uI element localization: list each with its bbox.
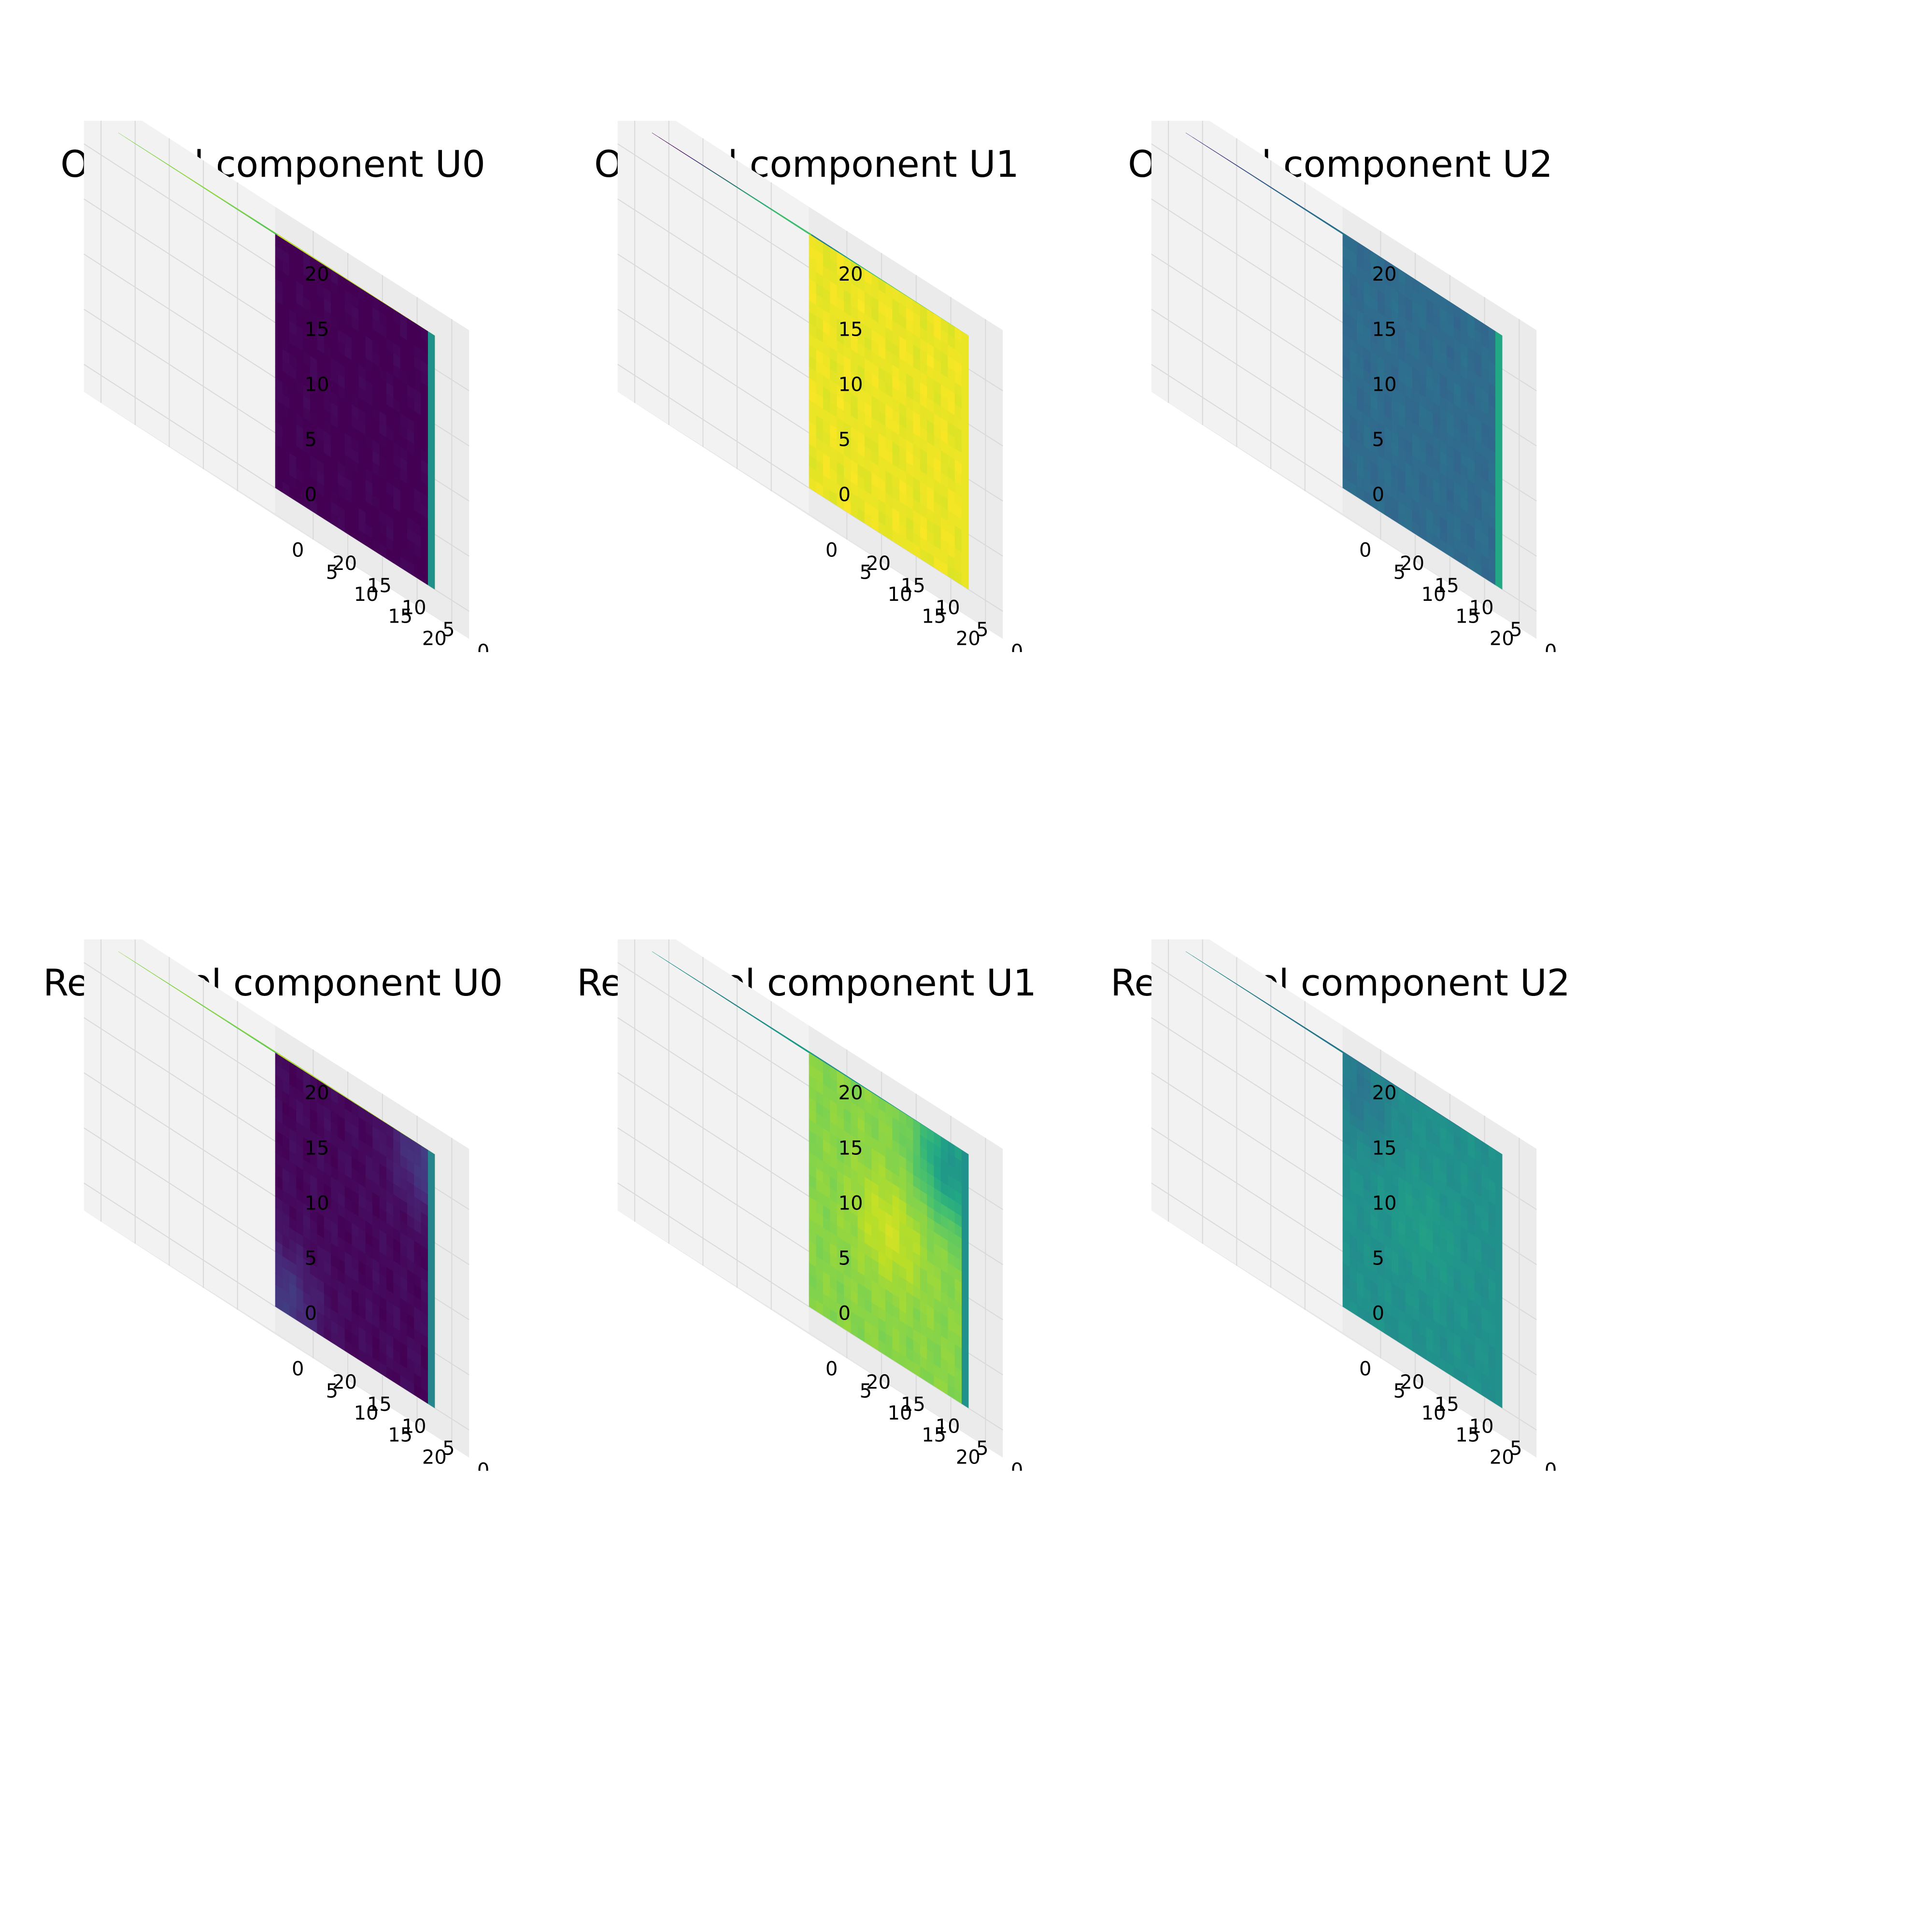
floor-pane xyxy=(1151,392,1537,639)
grid-line xyxy=(1151,364,1343,488)
z-tick-label: 15 xyxy=(305,318,329,341)
grid-line xyxy=(617,364,809,488)
z-tick-label: 0 xyxy=(1372,484,1384,506)
y-tick-label: 0 xyxy=(1011,641,1023,652)
grid-line xyxy=(617,143,809,268)
back-pane-y xyxy=(1151,121,1343,516)
y-tick-label: 5 xyxy=(1510,619,1522,641)
back-pane-y xyxy=(84,121,275,516)
y-tick-label: 10 xyxy=(936,597,960,619)
z-tick-label: 5 xyxy=(838,429,851,451)
z-tick-label: 0 xyxy=(305,484,317,506)
y-tick-label: 5 xyxy=(976,619,988,641)
x-tick-label: 5 xyxy=(860,561,872,583)
y-tick-label: 0 xyxy=(1545,641,1557,652)
voxel-cell xyxy=(275,234,283,250)
back-pane-y xyxy=(84,939,275,1335)
y-tick-label: 15 xyxy=(367,575,392,597)
voxel-cell xyxy=(809,234,816,250)
y-tick-label: 15 xyxy=(1435,575,1459,597)
z-tick-label: 20 xyxy=(305,263,329,285)
x-tick-label: 20 xyxy=(422,627,447,650)
y-tick-label: 20 xyxy=(866,553,891,575)
x-tick-label: 0 xyxy=(1359,540,1371,562)
grid-line xyxy=(84,254,275,378)
grid-line xyxy=(1151,254,1343,378)
y-tick-label: 20 xyxy=(1400,553,1424,575)
z-tick-label: 0 xyxy=(838,484,851,506)
voxel-faces xyxy=(1185,132,1503,590)
grid-line xyxy=(1151,143,1343,268)
grid-line xyxy=(617,199,809,323)
grid-line xyxy=(617,309,809,433)
z-tick-label: 10 xyxy=(838,373,863,396)
floor-pane xyxy=(617,392,1003,639)
y-tick-label: 5 xyxy=(442,619,455,641)
z-tick-label: 15 xyxy=(838,318,863,341)
grid-line xyxy=(84,309,275,433)
z-tick-label: 20 xyxy=(838,263,863,285)
y-tick-label: 10 xyxy=(402,597,426,619)
z-tick-label: 20 xyxy=(1372,263,1397,285)
x-tick-label: 15 xyxy=(922,606,946,628)
y-tick-label: 15 xyxy=(901,575,925,597)
grid-line xyxy=(617,254,809,378)
grid-line xyxy=(1151,199,1343,323)
x-tick-label: 15 xyxy=(388,606,412,628)
y-tick-label: 20 xyxy=(332,553,357,575)
x-tick-label: 10 xyxy=(354,583,379,606)
grid-line xyxy=(84,199,275,323)
floor-pane xyxy=(84,392,469,639)
x-tick-label: 20 xyxy=(956,627,980,650)
x-tick-label: 5 xyxy=(326,561,338,583)
x-tick-label: 0 xyxy=(292,540,304,562)
back-pane-y xyxy=(617,121,809,516)
grid-line xyxy=(1151,309,1343,433)
z-tick-label: 10 xyxy=(1372,373,1397,396)
z-tick-label: 10 xyxy=(305,373,329,396)
x-tick-label: 0 xyxy=(825,540,838,562)
y-tick-label: 10 xyxy=(1469,597,1494,619)
y-tick-label: 0 xyxy=(477,641,489,652)
z-tick-label: 15 xyxy=(1372,318,1397,341)
voxel-faces xyxy=(118,132,435,590)
grid-line xyxy=(84,143,275,268)
grid-line xyxy=(84,364,275,488)
z-tick-label: 5 xyxy=(305,429,317,451)
z-tick-label: 5 xyxy=(1372,429,1384,451)
voxel-faces xyxy=(652,132,969,590)
x-tick-label: 10 xyxy=(888,583,912,606)
